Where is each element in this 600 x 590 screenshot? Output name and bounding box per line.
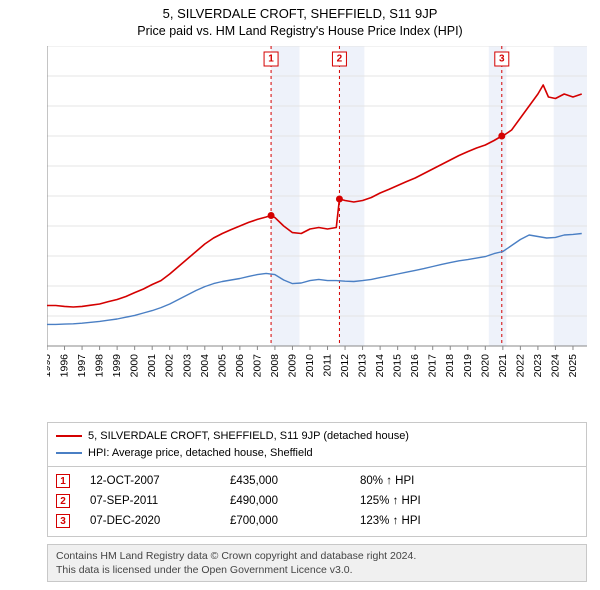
svg-text:1: 1: [268, 54, 274, 65]
event-date: 07-SEP-2011: [90, 495, 230, 507]
svg-text:2022: 2022: [514, 354, 526, 378]
chart-area: £0£100K£200K£300K£400K£500K£600K£700K£80…: [47, 46, 587, 376]
svg-text:2009: 2009: [286, 354, 298, 378]
svg-text:2006: 2006: [234, 354, 246, 378]
event-row: 1 12-OCT-2007£435,00080% ↑ HPI: [56, 474, 578, 488]
event-date: 12-OCT-2007: [90, 475, 230, 487]
footer-line-2: This data is licensed under the Open Gov…: [56, 563, 578, 577]
event-price: £490,000: [230, 495, 360, 507]
svg-text:2: 2: [337, 54, 343, 65]
legend-row: HPI: Average price, detached house, Shef…: [56, 445, 578, 462]
event-pct: 123% ↑ HPI: [360, 515, 578, 527]
title-address: 5, SILVERDALE CROFT, SHEFFIELD, S11 9JP: [0, 6, 600, 21]
svg-text:2017: 2017: [427, 354, 439, 378]
events-box: 1 12-OCT-2007£435,00080% ↑ HPI 2 07-SEP-201…: [47, 466, 587, 537]
svg-text:2000: 2000: [129, 354, 141, 378]
svg-text:2016: 2016: [409, 354, 421, 378]
svg-text:1995: 1995: [47, 354, 53, 378]
svg-text:2011: 2011: [322, 354, 334, 377]
legend-label: 5, SILVERDALE CROFT, SHEFFIELD, S11 9JP …: [88, 428, 409, 445]
svg-text:2012: 2012: [339, 354, 351, 378]
svg-text:2003: 2003: [181, 354, 193, 378]
event-marker: 3: [56, 514, 70, 528]
svg-text:2010: 2010: [304, 354, 316, 378]
svg-text:2018: 2018: [444, 354, 456, 378]
event-row: 3 07-DEC-2020£700,000123% ↑ HPI: [56, 514, 578, 528]
svg-text:3: 3: [499, 54, 505, 65]
event-price: £435,000: [230, 475, 360, 487]
svg-text:2023: 2023: [532, 354, 544, 378]
event-row: 2 07-SEP-2011£490,000125% ↑ HPI: [56, 494, 578, 508]
event-marker: 2: [56, 494, 70, 508]
event-price: £700,000: [230, 515, 360, 527]
event-date: 07-DEC-2020: [90, 515, 230, 527]
event-pct: 80% ↑ HPI: [360, 475, 578, 487]
svg-text:2001: 2001: [146, 354, 158, 378]
svg-text:2013: 2013: [357, 354, 369, 378]
footer-box: Contains HM Land Registry data © Crown c…: [47, 544, 587, 582]
svg-text:2014: 2014: [374, 354, 386, 378]
legend-box: 5, SILVERDALE CROFT, SHEFFIELD, S11 9JP …: [47, 422, 587, 467]
svg-text:2002: 2002: [164, 354, 176, 378]
event-pct: 125% ↑ HPI: [360, 495, 578, 507]
svg-text:2021: 2021: [497, 354, 509, 378]
legend-swatch: [56, 435, 82, 437]
svg-text:2025: 2025: [567, 354, 579, 378]
svg-text:2008: 2008: [269, 354, 281, 378]
svg-text:2020: 2020: [479, 354, 491, 378]
svg-text:1997: 1997: [76, 354, 88, 378]
legend-swatch: [56, 452, 82, 454]
svg-text:2004: 2004: [199, 354, 211, 378]
svg-text:2005: 2005: [216, 354, 228, 378]
legend-row: 5, SILVERDALE CROFT, SHEFFIELD, S11 9JP …: [56, 428, 578, 445]
chart-container: 5, SILVERDALE CROFT, SHEFFIELD, S11 9JP …: [0, 0, 600, 590]
legend-label: HPI: Average price, detached house, Shef…: [88, 445, 313, 462]
event-marker: 1: [56, 474, 70, 488]
svg-text:2019: 2019: [462, 354, 474, 378]
svg-text:1999: 1999: [111, 354, 123, 378]
svg-text:2024: 2024: [549, 354, 561, 378]
title-subtitle: Price paid vs. HM Land Registry's House …: [0, 24, 600, 38]
svg-text:1996: 1996: [59, 354, 71, 378]
svg-text:1998: 1998: [94, 354, 106, 378]
chart-svg: £0£100K£200K£300K£400K£500K£600K£700K£80…: [47, 46, 587, 416]
title-block: 5, SILVERDALE CROFT, SHEFFIELD, S11 9JP …: [0, 0, 600, 38]
svg-text:2007: 2007: [251, 354, 263, 378]
svg-text:2015: 2015: [392, 354, 404, 378]
footer-line-1: Contains HM Land Registry data © Crown c…: [56, 549, 578, 563]
